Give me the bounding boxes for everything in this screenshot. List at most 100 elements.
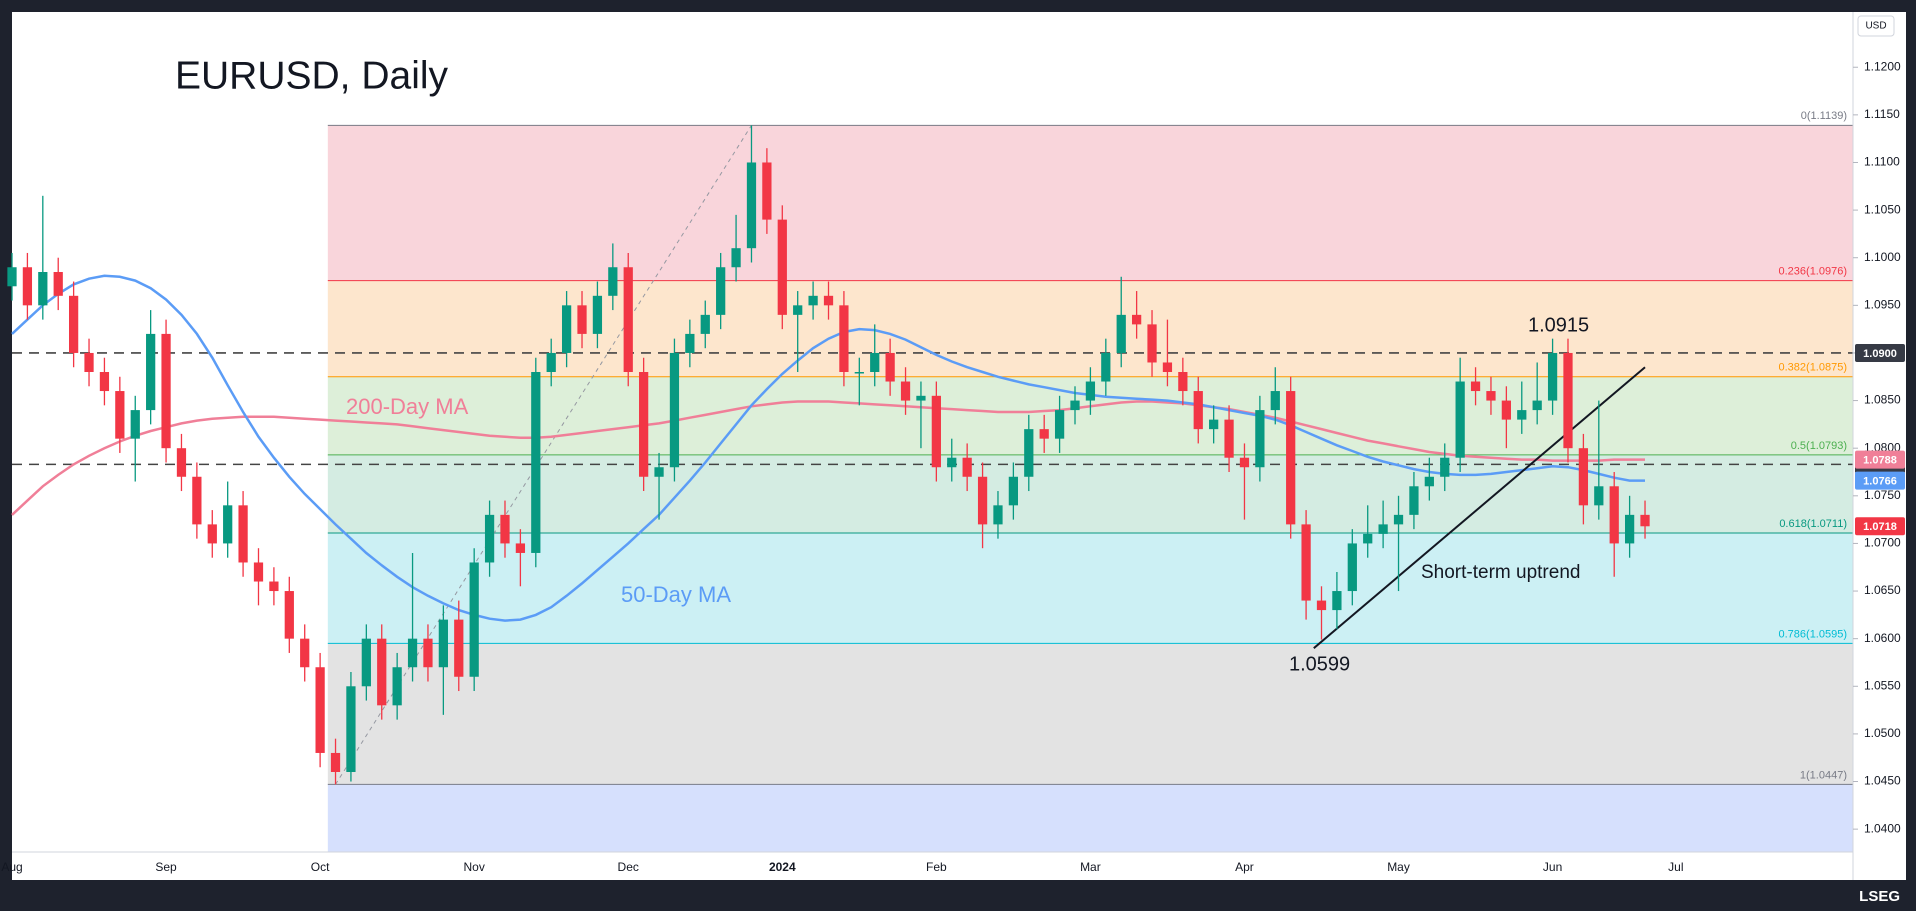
x-tick-label: Jun	[1543, 860, 1562, 874]
candle-body	[238, 505, 248, 563]
y-tick-label: 1.0450	[1864, 774, 1901, 788]
y-tick-label: 1.0550	[1864, 678, 1901, 692]
y-tick-label: 1.1150	[1864, 107, 1900, 121]
candle-body	[1024, 429, 1034, 477]
candle-body	[731, 248, 741, 268]
candle-body	[962, 457, 972, 477]
fib-label: 0.236(1.0976)	[1779, 265, 1848, 277]
ma50-label: 50-Day MA	[621, 582, 731, 607]
level-badge-text: 1.0900	[1863, 348, 1897, 360]
candle-body	[746, 162, 757, 249]
candle-body	[1132, 314, 1142, 325]
ma-badge-text: 1.0766	[1863, 475, 1897, 487]
candle-body	[1008, 476, 1019, 506]
y-tick-label: 1.0750	[1864, 488, 1901, 502]
candle-body	[1193, 391, 1203, 430]
candle-body	[947, 457, 957, 468]
x-tick-label: Feb	[926, 860, 947, 874]
fib-label: 0.382(1.0875)	[1779, 362, 1848, 374]
candle-body	[315, 667, 325, 753]
candle-body	[608, 267, 618, 296]
candle-body	[22, 267, 33, 306]
fib-label: 0.786(1.0595)	[1779, 628, 1848, 640]
candle-body	[1470, 381, 1481, 392]
candle-body	[777, 219, 787, 315]
candle-body	[438, 619, 448, 668]
x-tick-label: Nov	[464, 860, 485, 874]
candle-body	[1640, 514, 1650, 527]
candle-body	[361, 638, 371, 687]
candle-body	[1532, 400, 1542, 411]
candle-body	[1624, 514, 1635, 544]
x-tick-label: Oct	[311, 860, 330, 874]
fib-zone	[327, 784, 1853, 852]
candle-body	[669, 352, 680, 468]
candle-body	[284, 591, 294, 639]
candle-body	[1116, 314, 1126, 353]
candle-body	[716, 267, 726, 315]
candle-body	[1286, 391, 1296, 525]
candle-body	[916, 395, 926, 401]
candle-body	[577, 305, 587, 334]
ma200-label: 200-Day MA	[346, 394, 469, 419]
candle-body	[885, 352, 895, 382]
fib-diagonal	[335, 125, 752, 785]
fib-zone	[327, 454, 1853, 533]
candle-body	[1563, 352, 1573, 449]
candle-body	[377, 638, 387, 706]
candle-body	[592, 295, 603, 334]
candle-body	[223, 505, 233, 544]
x-tick-label: Aug	[1, 860, 22, 874]
x-tick-label: Jul	[1668, 860, 1683, 874]
trend-label: Short-term uptrend	[1421, 562, 1580, 583]
moving-average	[11, 400, 1645, 516]
candle-body	[1486, 391, 1496, 401]
candle-body	[1270, 391, 1280, 411]
ma-badge-box	[1855, 471, 1905, 490]
candle-body	[330, 752, 341, 772]
candle-body	[1455, 381, 1465, 458]
currency-label[interactable]: USD	[1865, 21, 1886, 32]
candle-body	[793, 305, 803, 315]
candle-body	[130, 410, 140, 439]
x-tick-label: Apr	[1235, 860, 1254, 874]
ma-badge-text: 1.0788	[1863, 455, 1897, 467]
candle-body	[546, 352, 556, 372]
candle-body	[392, 667, 402, 706]
fib-zone	[327, 643, 1853, 785]
candle-body	[53, 272, 63, 296]
candle-body	[1239, 457, 1250, 468]
candle-body	[484, 514, 495, 563]
candle-body	[762, 162, 772, 220]
currency-box[interactable]	[1857, 15, 1895, 37]
candle-body	[38, 272, 48, 306]
line-layer	[11, 274, 1853, 649]
candle-body	[1316, 600, 1327, 611]
candle-body	[192, 476, 202, 525]
candle-body	[161, 333, 171, 449]
fib-label: 0.618(1.0711)	[1779, 518, 1847, 530]
candle-body	[1301, 524, 1311, 601]
candle-body	[561, 305, 572, 353]
candle-body	[839, 305, 849, 372]
candle-body	[1054, 410, 1065, 439]
moving-average	[11, 274, 1645, 622]
candle-body	[639, 372, 649, 477]
high-annotation: 1.0915	[1528, 314, 1589, 336]
candle-body	[176, 448, 187, 477]
y-tick-label: 1.1200	[1864, 59, 1901, 73]
x-tick-label: Sep	[155, 860, 177, 874]
x-tick-label: 2024	[769, 860, 796, 874]
candle-body	[346, 686, 356, 772]
candle-body	[1517, 410, 1527, 420]
candle-layer	[7, 125, 1650, 785]
candle-body	[1162, 362, 1173, 372]
candle-body	[823, 295, 834, 306]
fib-label: 0.5(1.0793)	[1791, 440, 1847, 452]
candle-body	[808, 295, 818, 306]
x-tick-label: Dec	[618, 860, 639, 874]
y-tick-label: 1.0850	[1864, 393, 1901, 407]
candle-body	[423, 638, 433, 668]
candle-body	[1409, 486, 1419, 515]
